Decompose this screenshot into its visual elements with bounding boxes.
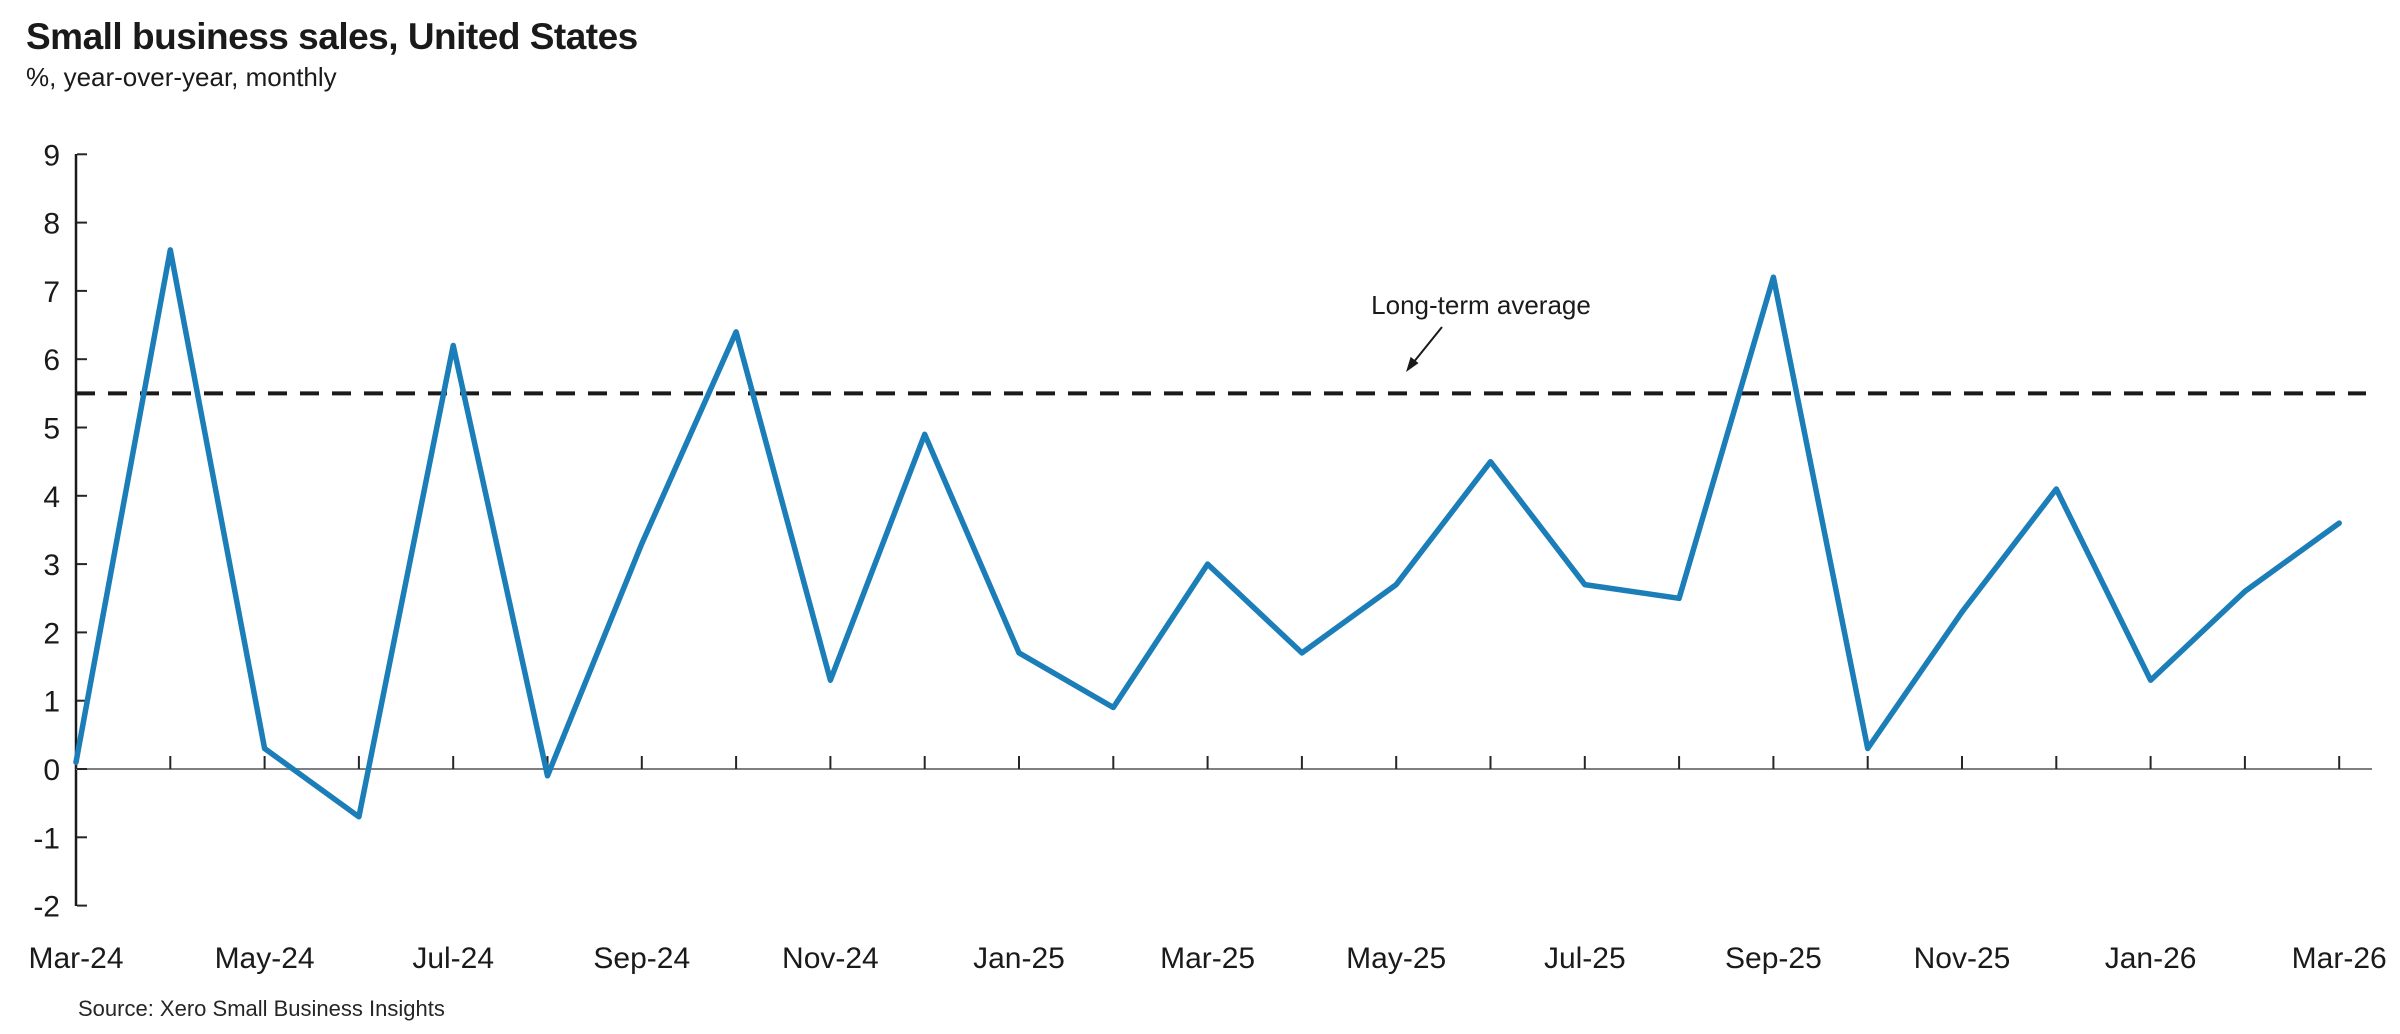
x-tick-label: Jan-26 bbox=[2105, 942, 2197, 975]
annotation-arrow-line bbox=[1412, 326, 1443, 364]
y-tick-label: -1 bbox=[33, 822, 60, 855]
x-tick-label: Mar-25 bbox=[1160, 942, 1255, 975]
x-tick-label: Jul-24 bbox=[412, 942, 494, 975]
x-tick-label: Jul-25 bbox=[1544, 942, 1626, 975]
x-tick-label: Mar-26 bbox=[2292, 942, 2387, 975]
x-tick-labels: Mar-24 May-24 Jul-24 Sep-24 Nov-24 Jan-25 Mar-… bbox=[28, 942, 2386, 975]
y-tick-label: 9 bbox=[43, 139, 60, 172]
x-tick-label: Nov-24 bbox=[782, 942, 879, 975]
y-tick-label: 8 bbox=[43, 208, 60, 241]
chart-title: Small business sales, United States bbox=[26, 16, 638, 57]
source-note: Source: Xero Small Business Insights bbox=[78, 996, 445, 1021]
y-tick-label: 2 bbox=[43, 617, 60, 650]
y-tick-label: 4 bbox=[43, 481, 60, 514]
annotation-group: Long-term average bbox=[1371, 290, 1591, 372]
annotation-label: Long-term average bbox=[1371, 290, 1591, 320]
y-tick-label: 6 bbox=[43, 344, 60, 377]
x-tick-label: Sep-24 bbox=[593, 942, 690, 975]
x-tick-marks bbox=[75, 756, 2341, 769]
y-tick-label: 3 bbox=[43, 549, 60, 582]
chart-subtitle: %, year-over-year, monthly bbox=[26, 62, 337, 92]
y-tick-labels: -2 -1 0 1 2 3 4 5 6 7 8 9 bbox=[33, 139, 60, 923]
x-tick-label: Sep-25 bbox=[1725, 942, 1822, 975]
y-tick-label: 5 bbox=[43, 413, 60, 446]
sales-line-series bbox=[73, 247, 2342, 820]
y-tick-label: 0 bbox=[43, 754, 60, 787]
annotation-arrowhead bbox=[1406, 356, 1419, 372]
y-tick-label: 1 bbox=[43, 686, 60, 719]
y-tick-marks bbox=[77, 153, 87, 907]
x-tick-label: May-25 bbox=[1346, 942, 1446, 975]
y-tick-label: -2 bbox=[33, 891, 60, 924]
x-tick-label: Jan-25 bbox=[973, 942, 1065, 975]
x-tick-label: Nov-25 bbox=[1914, 942, 2011, 975]
y-tick-label: 7 bbox=[43, 276, 60, 309]
x-tick-label: May-24 bbox=[215, 942, 315, 975]
x-tick-label: Mar-24 bbox=[28, 942, 123, 975]
